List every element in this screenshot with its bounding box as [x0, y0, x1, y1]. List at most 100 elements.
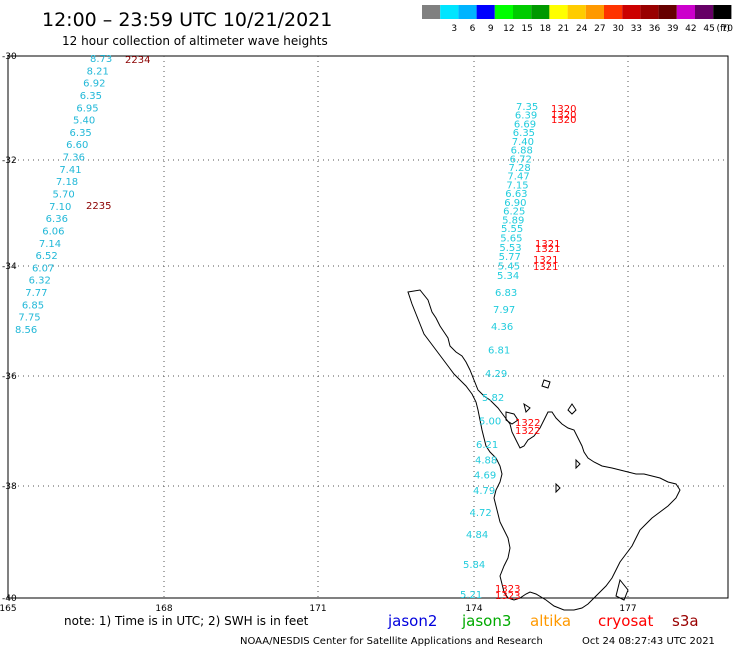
swh-value: 4.84: [466, 530, 488, 541]
swh-value: 7.97: [493, 305, 515, 316]
swh-value: 7.41: [59, 165, 81, 176]
swh-value: 8.21: [87, 66, 109, 77]
swh-value: 5.70: [53, 190, 75, 201]
legend-swatch: [640, 5, 659, 19]
lat-lon-grid: 165 168 171 174 177 -30 -32 -34 -36 -38 -40: [0, 52, 729, 614]
swh-value: 7.28: [509, 163, 531, 174]
legend-label: 18: [540, 24, 552, 34]
coastline-new-zealand: [407, 289, 681, 611]
swh-value: 7.18: [56, 177, 78, 188]
longitude-tick: 168: [155, 604, 172, 614]
swh-value: 7.35: [516, 102, 538, 113]
altimeter-track-east: 7.356.396.696.357.406.886.727.287.477.15…: [460, 102, 576, 602]
swh-value: 6.06: [42, 226, 64, 237]
map-title: 12:00 – 23:59 UTC 10/21/2021: [42, 9, 332, 31]
swh-value: 5.34: [497, 271, 519, 282]
swh-value: 4.88: [475, 455, 497, 466]
swh-value: 4.72: [470, 508, 492, 519]
footer-note: note: 1) Time is in UTC; 2) SWH is in fe…: [64, 614, 309, 628]
legend-swatch: [494, 5, 513, 19]
legend-swatch: [567, 5, 586, 19]
swh-value: 5.89: [502, 215, 524, 226]
latitude-tick: -34: [2, 262, 17, 272]
legend-label: 6: [470, 24, 476, 34]
swh-value: 5.00: [479, 416, 501, 427]
satellite-label-jason2: jason2: [387, 612, 437, 630]
legend-label: 45: [703, 24, 714, 34]
legend-label: 12: [503, 24, 514, 34]
swh-value: 7.10: [49, 202, 71, 213]
legend-label: 27: [594, 24, 605, 34]
swh-value: 6.72: [510, 154, 532, 165]
swh-value: 6.36: [46, 214, 68, 225]
swh-value: 5.82: [482, 393, 504, 404]
track-time-label: 1322: [515, 418, 540, 429]
legend-unit: (ft): [716, 24, 730, 34]
swh-value: 7.40: [512, 137, 534, 148]
track-time-label: 2235: [86, 201, 111, 212]
satellite-label-jason3: jason3: [461, 612, 511, 630]
map-subtitle: 12 hour collection of altimeter wave hei…: [62, 34, 328, 48]
swh-value: 6.60: [66, 140, 88, 151]
track-time-label: 1321: [535, 239, 560, 250]
legend-label: 33: [631, 24, 642, 34]
swh-value: 6.90: [504, 198, 526, 209]
latitude-tick: -38: [2, 482, 17, 492]
legend-label: 15: [521, 24, 532, 34]
swh-value: 7.36: [63, 153, 85, 164]
legend-label: 24: [576, 24, 588, 34]
satellite-legend: jason2 jason3 altika cryosat s3a: [387, 612, 699, 630]
longitude-tick: 171: [309, 604, 326, 614]
legend-label: 70: [722, 24, 734, 34]
longitude-tick: 177: [619, 604, 636, 614]
legend-swatch: [622, 5, 641, 19]
swh-value: 4.36: [491, 322, 513, 333]
swh-value: 6.32: [29, 276, 51, 287]
legend-label: 21: [558, 24, 569, 34]
swh-value: 4.69: [474, 471, 496, 482]
generated-timestamp: Oct 24 08:27:43 UTC 2021: [582, 636, 715, 647]
legend-swatch: [422, 5, 441, 19]
swh-value: 7.14: [39, 239, 61, 250]
legend-swatch: [695, 5, 714, 19]
swh-value: 6.52: [35, 251, 57, 262]
swh-value: 5.40: [73, 116, 95, 127]
swh-value: 6.07: [32, 263, 54, 274]
swh-value: 6.85: [22, 300, 44, 311]
swh-value: 8.56: [15, 325, 37, 336]
track-time-label: 1323: [495, 591, 520, 602]
credit-text: NOAA/NESDIS Center for Satellite Applica…: [240, 636, 543, 647]
legend-swatch: [658, 5, 677, 19]
track-time-label: 1320: [551, 110, 576, 121]
swh-value: 6.35: [513, 128, 535, 139]
swh-value: 5.77: [499, 252, 521, 263]
swh-value: 6.21: [476, 440, 498, 451]
swh-value: 4.79: [473, 486, 495, 497]
track-time-label: 1322: [515, 426, 540, 437]
track-time-label: 1321: [535, 244, 560, 255]
swh-value: 6.39: [515, 111, 537, 122]
legend-swatch: [713, 5, 732, 19]
track-time-label: 1323: [495, 584, 520, 595]
swh-value: 5.45: [498, 262, 520, 273]
satellite-label-s3a: s3a: [672, 612, 699, 630]
legend-swatch: [676, 5, 695, 19]
swh-value: 6.81: [488, 346, 510, 357]
latitude-tick: -36: [2, 372, 17, 382]
swh-value: 4.29: [485, 369, 507, 380]
swh-value: 7.15: [506, 180, 528, 191]
swh-value: 6.92: [83, 79, 105, 90]
latitude-tick: -30: [2, 52, 17, 62]
swh-value: 6.35: [70, 128, 92, 139]
swh-value: 6.95: [76, 103, 98, 114]
legend-swatch: [549, 5, 568, 19]
altimeter-track-west: 8.738.216.926.356.955.406.356.607.367.41…: [15, 54, 150, 336]
track-time-label: 1321: [533, 255, 558, 266]
track-time-label: 1320: [551, 115, 576, 126]
track-time-label: 2234: [125, 55, 150, 66]
legend-swatch: [513, 5, 532, 19]
swh-value: 7.77: [25, 288, 47, 299]
swh-value: 5.55: [501, 224, 523, 235]
latitude-tick: -40: [2, 594, 17, 604]
swh-value: 5.21: [460, 590, 482, 601]
